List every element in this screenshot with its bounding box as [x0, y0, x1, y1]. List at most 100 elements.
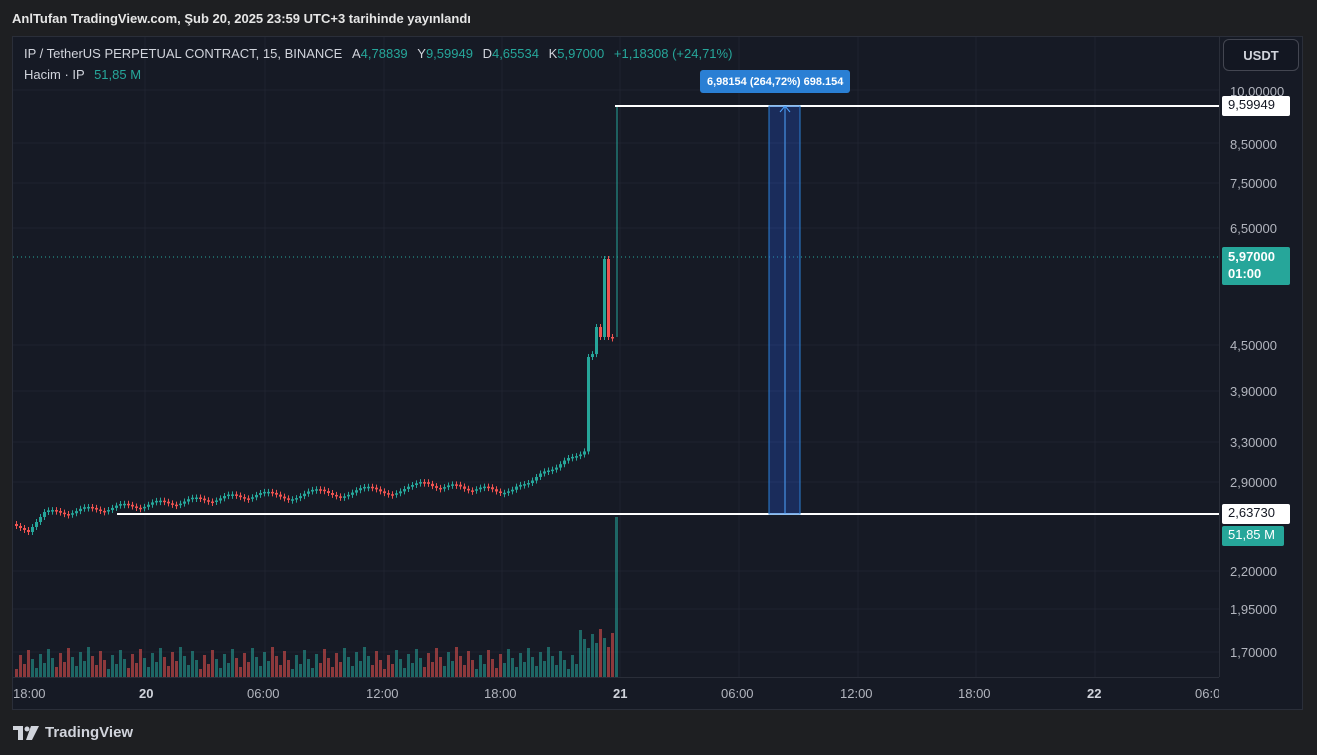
candle-body: [471, 490, 474, 492]
candle-body: [187, 499, 190, 502]
candle-body: [255, 494, 258, 498]
volume-bar: [355, 652, 358, 677]
candle-body: [563, 460, 566, 465]
candlestick-chart[interactable]: [13, 37, 1219, 677]
volume-bar: [547, 647, 550, 677]
volume-bar: [511, 658, 514, 677]
volume-bar: [127, 668, 130, 677]
volume-bar: [595, 643, 598, 677]
volume-bar: [435, 648, 438, 677]
candle-body: [491, 487, 494, 490]
volume-bar: [587, 648, 590, 677]
volume-bar: [327, 658, 330, 677]
volume-bar: [263, 652, 266, 677]
candle-body: [387, 493, 390, 495]
candle-body: [447, 485, 450, 488]
currency-select-button[interactable]: USDT: [1223, 39, 1299, 71]
volume-bar: [231, 649, 234, 677]
chart-frame[interactable]: IP / TetherUS PERPETUAL CONTRACT, 15, BI…: [12, 36, 1303, 710]
candle-body: [419, 482, 422, 484]
volume-bar: [83, 661, 86, 677]
volume-bar: [515, 667, 518, 677]
volume-bar: [335, 653, 338, 677]
volume-bar: [111, 655, 114, 677]
candle-body: [591, 354, 594, 357]
volume-bar: [535, 666, 538, 677]
volume-bar: [139, 649, 142, 677]
price-axis[interactable]: 10,00000 8,50000 7,50000 6,50000 4,50000…: [1219, 37, 1304, 677]
volume-bar: [571, 655, 574, 677]
volume-bar: [447, 652, 450, 677]
volume-bar: [507, 649, 510, 677]
candle-body: [363, 486, 366, 489]
volume-bar: [459, 656, 462, 677]
price-tick: 7,50000: [1230, 176, 1277, 191]
candle-body: [319, 489, 322, 491]
price-tick: 10,00000: [1230, 84, 1285, 99]
volume-bar: [179, 647, 182, 677]
volume-bar: [63, 662, 66, 677]
volume-bar: [219, 668, 222, 677]
time-axis[interactable]: 18:00 20 06:00 12:00 18:00 21 06:00 12:0…: [13, 677, 1219, 711]
last-price-tag: 5,97000 01:00: [1222, 247, 1290, 285]
high-key: Y: [417, 46, 426, 61]
last-price: 5,97000: [1228, 249, 1275, 264]
volume-bar: [211, 650, 214, 677]
volume-bar: [191, 651, 194, 677]
candle-body: [203, 498, 206, 501]
candle-body: [451, 484, 454, 486]
volume-bar: [123, 659, 126, 677]
time-tick: 12:00: [840, 686, 873, 701]
price-range-measure-label[interactable]: 6,98154 (264,72%) 698.154: [700, 70, 851, 93]
volume-bar: [223, 654, 226, 677]
time-tick: 18:00: [484, 686, 517, 701]
candle-body: [503, 492, 506, 495]
volume-bar: [475, 669, 478, 677]
volume-bar: [599, 629, 602, 677]
candle-body: [439, 487, 442, 490]
candle-body: [59, 511, 62, 513]
price-tick: 4,50000: [1230, 338, 1277, 353]
symbol-legend: IP / TetherUS PERPETUAL CONTRACT, 15, BI…: [24, 46, 732, 61]
candle-body: [339, 496, 342, 498]
candle-body: [435, 486, 438, 488]
volume-bar: [27, 650, 30, 677]
candle-body: [271, 491, 274, 494]
volume-bar: [295, 655, 298, 677]
low-line-price-tag: 2,63730: [1222, 504, 1290, 524]
volume-bar: [583, 639, 586, 677]
volume-bar: [199, 669, 202, 677]
volume-bar: [415, 649, 418, 677]
volume-bar: [239, 667, 242, 677]
candle-body: [51, 510, 54, 512]
price-tick: 2,20000: [1230, 564, 1277, 579]
volume-bar: [339, 662, 342, 677]
candle-body: [99, 509, 102, 512]
candle-body: [283, 496, 286, 499]
candle-body: [171, 503, 174, 505]
candle-body: [459, 484, 462, 487]
tradingview-brand[interactable]: TradingView: [13, 724, 133, 741]
volume-bar: [451, 661, 454, 677]
volume-bar: [243, 653, 246, 677]
candle-body: [335, 494, 338, 497]
volume-bar: [155, 662, 158, 677]
volume-bar: [99, 651, 102, 677]
low-value: 4,65534: [491, 46, 539, 61]
volume-bar: [207, 664, 210, 677]
candle-body: [83, 507, 86, 509]
time-tick: 06:00: [721, 686, 754, 701]
candle-body: [587, 357, 590, 452]
volume-bar: [575, 664, 578, 677]
price-tick: 6,50000: [1230, 221, 1277, 236]
candle-body: [547, 470, 550, 473]
chart-plot-area[interactable]: IP / TetherUS PERPETUAL CONTRACT, 15, BI…: [13, 37, 1219, 677]
volume-bar: [187, 665, 190, 677]
volume-bar: [523, 662, 526, 677]
volume-bar: [175, 661, 178, 677]
volume-bar: [591, 634, 594, 677]
volume-bar: [279, 665, 282, 677]
candle-body: [383, 491, 386, 494]
volume-bar: [543, 661, 546, 677]
candle-body: [263, 491, 266, 494]
